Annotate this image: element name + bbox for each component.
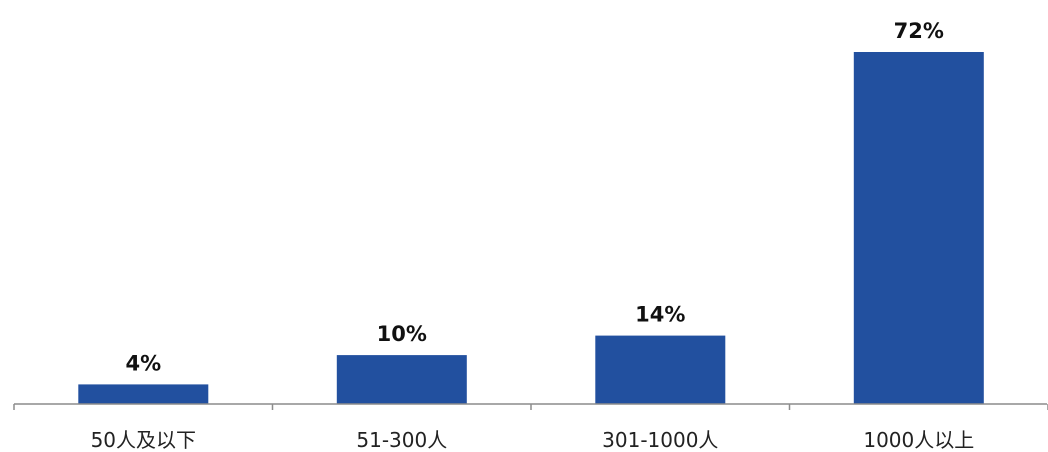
- category-label: 51-300人: [356, 428, 447, 452]
- bar-value-label: 14%: [635, 303, 685, 327]
- category-label: 1000人以上: [863, 428, 974, 452]
- bar-value-label: 4%: [125, 351, 161, 375]
- bar-value-label: 10%: [377, 322, 427, 346]
- category-label: 50人及以下: [91, 428, 196, 452]
- bar-4: [853, 52, 984, 404]
- bar-value-label: 72%: [894, 19, 944, 43]
- category-label: 301-1000人: [602, 428, 718, 452]
- x-axis: [13, 403, 1048, 410]
- category-labels-group: 50人及以下 51-300人 301-1000人 1000人以上: [91, 428, 975, 452]
- bar-2: [336, 355, 467, 404]
- bar-1: [78, 384, 209, 404]
- bar-3: [595, 335, 726, 404]
- bars-group: [78, 52, 984, 404]
- value-labels-group: 4% 10% 14% 72%: [125, 19, 943, 375]
